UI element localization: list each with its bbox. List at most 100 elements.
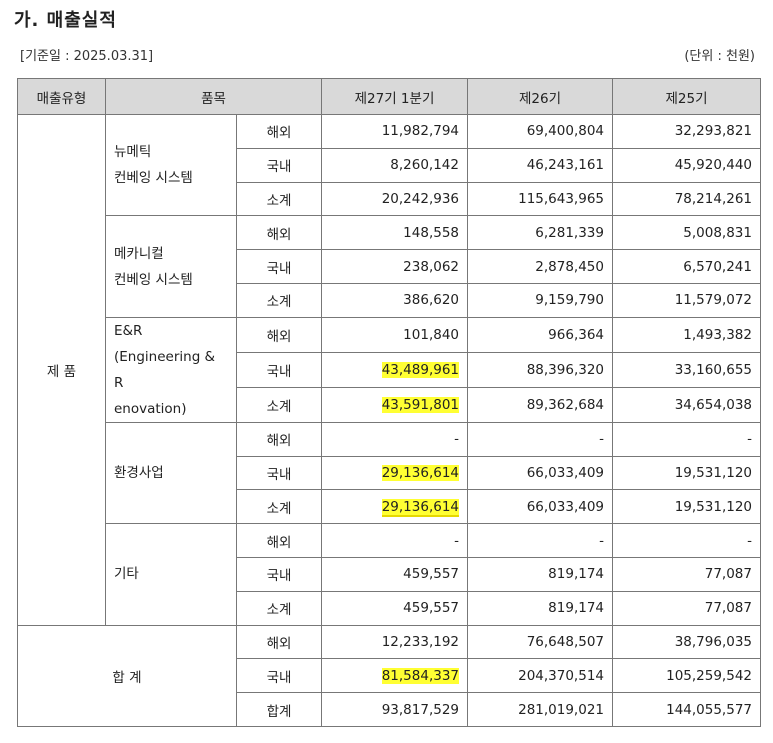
value-cell: 93,817,529: [321, 692, 468, 727]
value-text: 2,878,450: [535, 258, 604, 275]
product-name-line: enovation): [114, 400, 187, 417]
region-cell: 해외: [236, 215, 322, 251]
region-cell: 소계: [236, 181, 322, 217]
value-cell: 8,260,142: [321, 147, 468, 183]
region-cell: 국내: [236, 658, 322, 694]
value-text: 32,293,821: [674, 123, 752, 140]
value-text: 20,242,936: [381, 190, 459, 207]
table-row: 소계 43,591,801 89,362,684 34,654,038: [18, 386, 761, 423]
value-text: 43,591,801: [381, 396, 459, 413]
region-cell: 국내: [236, 249, 322, 284]
value-text: 8,260,142: [390, 157, 459, 174]
section-title: 가. 매출실적: [14, 10, 117, 31]
region-cell: 소계: [236, 590, 322, 626]
value-cell: 6,281,339: [467, 215, 613, 251]
value-cell: 76,648,507: [467, 624, 613, 660]
value-cell: 34,654,038: [612, 386, 761, 423]
value-text: 819,174: [548, 600, 604, 617]
value-text: 34,654,038: [674, 396, 752, 413]
value-text: -: [747, 532, 752, 549]
value-cell: 11,982,794: [321, 114, 468, 149]
value-cell: 66,033,409: [467, 489, 613, 525]
value-text: 19,531,120: [674, 498, 752, 515]
value-text: 46,243,161: [526, 157, 604, 174]
value-text: 77,087: [704, 600, 752, 617]
category-product: 제 품: [17, 114, 106, 626]
value-cell: -: [612, 421, 761, 457]
value-text: 144,055,577: [666, 701, 752, 718]
table-row: 메카니컬 컨베잉 시스템 해외 148,558 6,281,339 5,008,831: [18, 215, 761, 318]
value-cell: 819,174: [467, 590, 613, 626]
product-name-line: 컨베잉 시스템: [114, 271, 193, 288]
value-cell: 19,531,120: [612, 489, 761, 525]
value-text: -: [599, 532, 604, 549]
value-cell: 20,242,936: [321, 181, 468, 217]
value-text: 33,160,655: [674, 361, 752, 378]
value-text: 78,214,261: [674, 190, 752, 207]
value-text: 5,008,831: [683, 224, 752, 241]
product-name-line: 메카니컬: [114, 245, 164, 262]
header-period-27: 제27기 1분기: [321, 78, 468, 115]
value-text: 459,557: [403, 566, 459, 583]
value-text: 93,817,529: [381, 701, 459, 718]
value-cell: 2,878,450: [467, 249, 613, 284]
value-text: -: [747, 431, 752, 448]
value-text: 19,531,120: [674, 464, 752, 481]
value-text: 966,364: [548, 326, 604, 343]
table-body: 제 품 뉴메틱 컨베잉 시스템 해외 11,982,794 69,400,804 32,29…: [17, 113, 761, 727]
value-text: 11,579,072: [674, 292, 752, 309]
region-cell: 합계: [236, 692, 322, 727]
value-text: 281,019,021: [518, 701, 604, 718]
value-cell: 12,233,192: [321, 624, 468, 660]
table-row: 환경사업 해외 - - -: [18, 421, 761, 525]
value-cell: 281,019,021: [467, 692, 613, 727]
value-cell: 459,557: [321, 590, 468, 626]
value-text: 11,982,794: [381, 123, 459, 140]
table-row: E&R (Engineering & R enovation) 해외 101,840 96…: [18, 316, 761, 423]
value-text: 148,558: [403, 224, 459, 241]
sales-table: 매출유형 품목 제27기 1분기 제26기 제25기 제 품 뉴메틱 컨베잉 시스템…: [17, 78, 761, 727]
value-text: 9,159,790: [535, 292, 604, 309]
value-text: 43,489,961: [381, 361, 459, 378]
value-text: 77,087: [704, 566, 752, 583]
region-cell: 해외: [236, 114, 322, 149]
value-cell: 46,243,161: [467, 147, 613, 183]
value-cell: -: [612, 523, 761, 558]
value-text: 204,370,514: [518, 667, 604, 684]
table-row: 국내 29,136,614 66,033,409 19,531,120: [18, 455, 761, 491]
value-text: -: [454, 431, 459, 448]
value-cell: 386,620: [321, 282, 468, 318]
value-text: 819,174: [548, 566, 604, 583]
region-cell: 소계: [236, 282, 322, 318]
value-cell: 89,362,684: [467, 386, 613, 423]
header-period-26: 제26기: [467, 78, 613, 115]
value-cell: 105,259,542: [612, 658, 761, 694]
table-row: 국내 459,557 819,174 77,087: [18, 556, 761, 592]
value-text: -: [454, 532, 459, 549]
region-cell: 소계: [236, 386, 322, 423]
value-text: 29,136,614: [381, 498, 459, 517]
value-text: 76,648,507: [526, 633, 604, 650]
product-name-line: E&R: [114, 322, 143, 339]
value-text: 45,920,440: [674, 157, 752, 174]
value-cell: 148,558: [321, 215, 468, 251]
region-cell: 해외: [236, 316, 322, 353]
product-name-line: 기타: [114, 566, 139, 583]
value-cell: -: [467, 523, 613, 558]
value-cell: 32,293,821: [612, 114, 761, 149]
header-row: 매출유형 품목 제27기 1분기 제26기 제25기: [17, 78, 761, 115]
value-cell: 5,008,831: [612, 215, 761, 251]
value-text: 88,396,320: [526, 361, 604, 378]
value-cell: 966,364: [467, 316, 613, 353]
region-cell: 국내: [236, 147, 322, 183]
value-text: -: [599, 431, 604, 448]
value-text: 105,259,542: [666, 667, 752, 684]
value-cell: 9,159,790: [467, 282, 613, 318]
region-cell: 해외: [236, 624, 322, 660]
value-cell: 19,531,120: [612, 455, 761, 491]
value-cell: 66,033,409: [467, 455, 613, 491]
value-cell: -: [321, 523, 468, 558]
value-text: 459,557: [403, 600, 459, 617]
product-name-line: (Engineering & R: [114, 348, 216, 391]
